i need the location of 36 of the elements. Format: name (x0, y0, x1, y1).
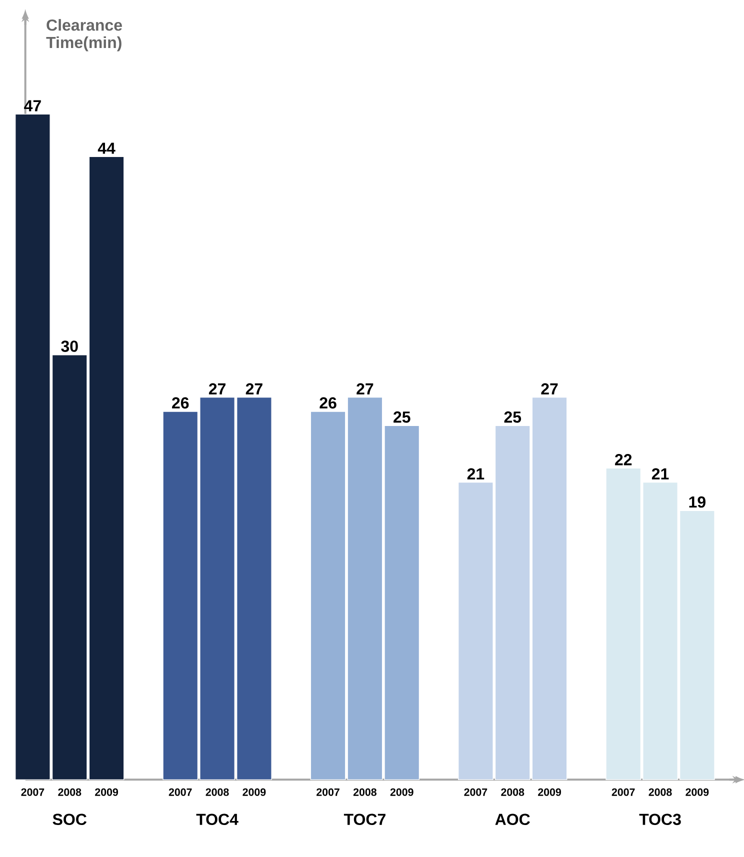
data-label: 19 (689, 496, 706, 508)
x-tick-label: TOC7 (344, 814, 386, 826)
text: 2007 (612, 788, 635, 796)
text: 2008 (206, 788, 229, 796)
data-label: 27 (208, 383, 226, 394)
data-label: 27 (541, 383, 558, 394)
text: 2008 (648, 788, 672, 796)
data-label: 25 (394, 411, 410, 423)
data-label: 21 (467, 468, 484, 480)
text: 2009 (538, 788, 561, 796)
data-label: 27 (246, 383, 262, 394)
text: 2009 (686, 788, 709, 796)
x-tick-label: TOC4 (196, 814, 238, 826)
text: 2009 (390, 788, 414, 796)
x-tick-label: SOC (52, 814, 87, 826)
x-tick-label: TOC3 (639, 814, 681, 826)
text: 2008 (353, 788, 376, 796)
data-label: 26 (320, 397, 336, 409)
text: 2007 (168, 788, 192, 796)
data-label: 44 (98, 142, 116, 154)
series-label: 2008 (58, 788, 82, 796)
text: 2008 (501, 788, 524, 796)
text: 2007 (464, 788, 488, 796)
series-label: 2009 (95, 788, 118, 796)
series-label: 2007 (21, 788, 44, 796)
data-label: 30 (61, 340, 78, 352)
data-label: 27 (356, 383, 374, 394)
data-label: 26 (172, 397, 189, 409)
y-axis-title: Clearance Time(min) (46, 19, 122, 52)
text: 2009 (242, 788, 266, 796)
data-label: 21 (652, 468, 669, 480)
data-label: 47 (24, 100, 41, 112)
text: 2007 (316, 788, 340, 796)
data-label: 25 (504, 411, 522, 423)
x-tick-label: AOC (495, 814, 530, 826)
data-label: 22 (615, 454, 632, 466)
